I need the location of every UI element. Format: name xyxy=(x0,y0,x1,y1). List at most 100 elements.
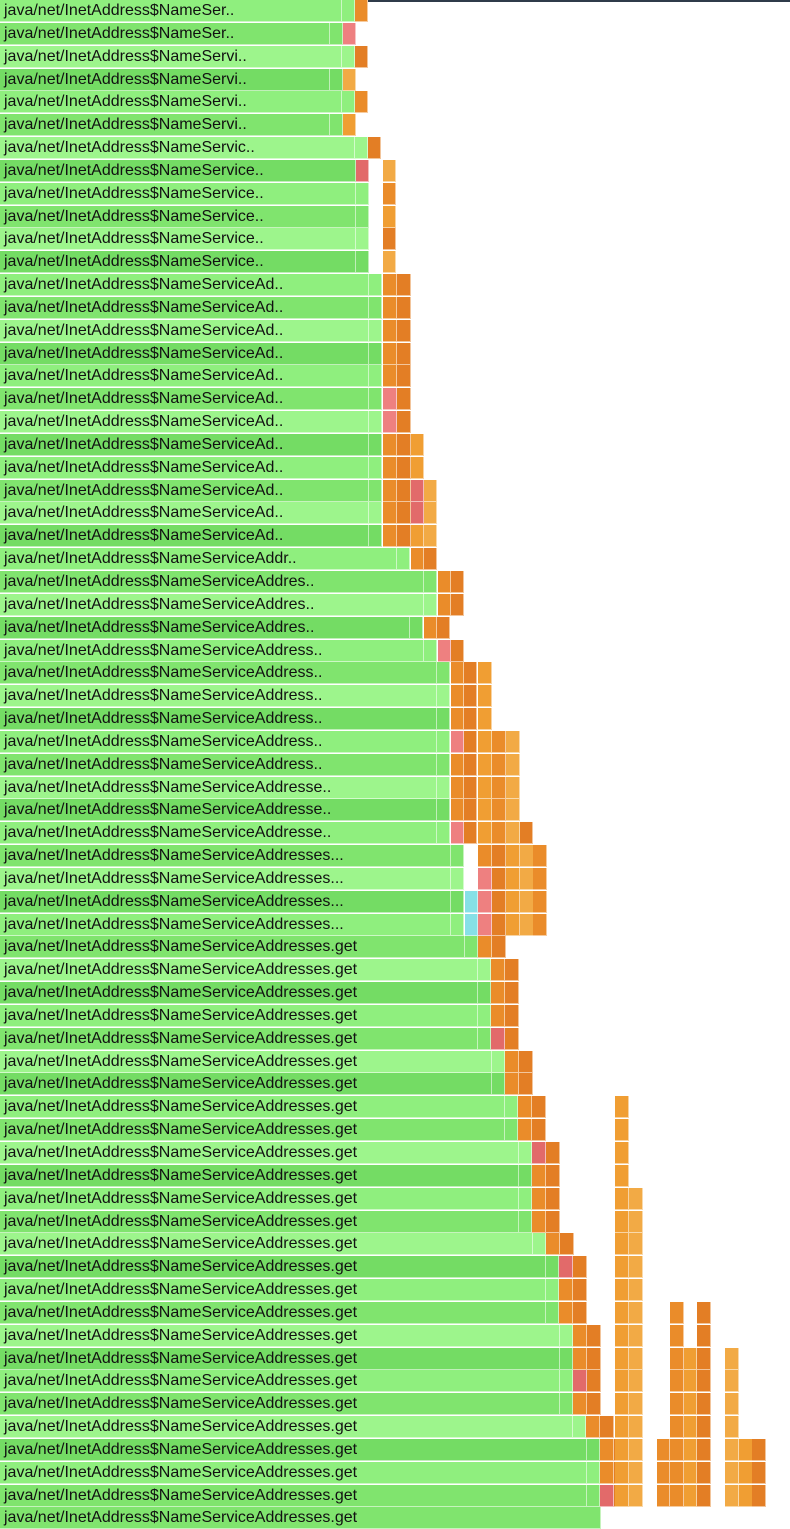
flame-subframe[interactable] xyxy=(368,137,381,160)
flame-subframe[interactable] xyxy=(492,753,506,776)
flame-subframe[interactable] xyxy=(397,365,411,388)
flame-subframe[interactable] xyxy=(383,411,397,434)
flame-subframe[interactable] xyxy=(684,1370,697,1393)
flame-subframe[interactable] xyxy=(532,1210,546,1233)
flame-subframe[interactable] xyxy=(478,845,492,868)
flame-subframe[interactable] xyxy=(464,685,477,708)
flame-frame[interactable]: java/net/InetAddress$NameServiceAd.. xyxy=(0,433,369,456)
flame-subframe[interactable] xyxy=(397,342,411,365)
flame-frame[interactable]: java/net/InetAddress$NameServiceAd.. xyxy=(0,388,369,411)
flame-subframe[interactable] xyxy=(520,890,534,913)
flame-subframe[interactable] xyxy=(587,1370,601,1393)
flame-frame[interactable]: java/net/InetAddress$NameServi.. xyxy=(0,114,330,137)
flame-subframe[interactable] xyxy=(615,1370,629,1393)
flame-frame[interactable]: java/net/InetAddress$NameServiceAd.. xyxy=(0,365,369,388)
flame-subframe[interactable] xyxy=(684,1438,697,1461)
flame-subframe[interactable] xyxy=(411,548,424,571)
flame-frame[interactable]: java/net/InetAddress$NameServi.. xyxy=(0,45,342,68)
flame-subframe[interactable] xyxy=(533,845,547,868)
flame-subframe[interactable] xyxy=(505,1073,519,1096)
flame-subframe[interactable] xyxy=(546,1187,560,1210)
flame-frame[interactable]: java/net/InetAddress$NameServiceAddr.. xyxy=(0,548,397,571)
flame-subframe[interactable] xyxy=(492,1050,505,1073)
flame-frame[interactable]: java/net/InetAddress$NameServiceAddress.… xyxy=(0,685,437,708)
flame-subframe[interactable] xyxy=(520,845,534,868)
flame-subframe[interactable] xyxy=(383,205,396,228)
flame-subframe[interactable] xyxy=(615,1416,629,1439)
flame-subframe[interactable] xyxy=(670,1347,684,1370)
flame-frame[interactable]: java/net/InetAddress$NameServiceAddresse… xyxy=(0,1004,478,1027)
flame-subframe[interactable] xyxy=(506,822,520,845)
flame-subframe[interactable] xyxy=(491,982,505,1005)
flame-subframe[interactable] xyxy=(383,342,397,365)
flame-frame[interactable]: java/net/InetAddress$NameServiceAddresse… xyxy=(0,1210,519,1233)
flame-subframe[interactable] xyxy=(464,822,477,845)
flame-frame[interactable]: java/net/InetAddress$NameSer.. xyxy=(0,0,342,22)
flame-subframe[interactable] xyxy=(739,1438,753,1461)
flame-subframe[interactable] xyxy=(629,1187,643,1210)
flame-subframe[interactable] xyxy=(492,730,506,753)
flame-subframe[interactable] xyxy=(424,525,437,548)
flame-subframe[interactable] xyxy=(383,365,397,388)
flame-subframe[interactable] xyxy=(629,1416,643,1439)
flame-subframe[interactable] xyxy=(615,1301,629,1324)
flame-subframe[interactable] xyxy=(725,1416,739,1439)
flame-subframe[interactable] xyxy=(465,913,478,936)
flame-frame[interactable]: java/net/InetAddress$NameServiceAddresse… xyxy=(0,1370,560,1393)
flame-subframe[interactable] xyxy=(451,799,464,822)
flame-subframe[interactable] xyxy=(343,68,356,91)
flame-subframe[interactable] xyxy=(342,0,355,22)
flame-subframe[interactable] xyxy=(559,1256,573,1279)
flame-subframe[interactable] xyxy=(343,22,356,45)
flame-subframe[interactable] xyxy=(478,913,492,936)
flame-subframe[interactable] xyxy=(383,502,397,525)
flame-frame[interactable]: java/net/InetAddress$NameServiceAddresse… xyxy=(0,1142,519,1164)
flame-subframe[interactable] xyxy=(532,1187,546,1210)
flame-subframe[interactable] xyxy=(355,137,368,160)
flame-subframe[interactable] xyxy=(369,365,382,388)
flame-subframe[interactable] xyxy=(752,1484,766,1507)
flame-subframe[interactable] xyxy=(505,1096,518,1119)
flame-subframe[interactable] xyxy=(478,822,492,845)
flame-subframe[interactable] xyxy=(600,1416,614,1439)
flame-subframe[interactable] xyxy=(411,479,424,502)
flame-frame[interactable]: java/net/InetAddress$NameServiceAddresse… xyxy=(0,1438,587,1461)
flame-frame[interactable]: java/net/InetAddress$NameServiceAddresse… xyxy=(0,1484,587,1507)
flame-frame[interactable]: java/net/InetAddress$NameServiceAd.. xyxy=(0,479,369,502)
flame-subframe[interactable] xyxy=(532,1164,546,1187)
flame-subframe[interactable] xyxy=(670,1484,684,1507)
flame-subframe[interactable] xyxy=(451,593,464,616)
flame-frame[interactable]: java/net/InetAddress$NameServiceAd.. xyxy=(0,502,369,525)
flame-frame[interactable]: java/net/InetAddress$NameServiceAddresse… xyxy=(0,1416,573,1439)
flame-frame[interactable]: java/net/InetAddress$NameServiceAddresse… xyxy=(0,1027,478,1050)
flame-subframe[interactable] xyxy=(383,433,397,456)
flame-subframe[interactable] xyxy=(519,1073,533,1096)
flame-subframe[interactable] xyxy=(670,1324,684,1347)
flame-frame[interactable]: java/net/InetAddress$NameServiceAd.. xyxy=(0,342,369,365)
flame-frame[interactable]: java/net/InetAddress$NameServiceAddresse… xyxy=(0,1050,492,1073)
flame-frame[interactable]: java/net/InetAddress$NameServic.. xyxy=(0,137,355,160)
flame-subframe[interactable] xyxy=(397,479,411,502)
flame-frame[interactable]: java/net/InetAddress$NameServi.. xyxy=(0,91,342,114)
flame-subframe[interactable] xyxy=(478,799,492,822)
flame-subframe[interactable] xyxy=(615,1142,629,1164)
flame-frame[interactable]: java/net/InetAddress$NameServiceAddres.. xyxy=(0,616,410,639)
flame-subframe[interactable] xyxy=(505,1027,519,1050)
flame-subframe[interactable] xyxy=(629,1324,643,1347)
flame-subframe[interactable] xyxy=(437,822,450,845)
flame-subframe[interactable] xyxy=(397,433,411,456)
flame-subframe[interactable] xyxy=(684,1416,697,1439)
flame-subframe[interactable] xyxy=(505,959,519,982)
flame-subframe[interactable] xyxy=(451,822,464,845)
flame-subframe[interactable] xyxy=(451,685,464,708)
flame-subframe[interactable] xyxy=(587,1461,600,1484)
flame-subframe[interactable] xyxy=(451,662,464,685)
flame-subframe[interactable] xyxy=(410,616,423,639)
flame-subframe[interactable] xyxy=(478,982,491,1005)
flame-subframe[interactable] xyxy=(684,1347,697,1370)
flame-subframe[interactable] xyxy=(424,616,437,639)
flame-subframe[interactable] xyxy=(506,730,520,753)
flame-subframe[interactable] xyxy=(573,1370,587,1393)
flame-subframe[interactable] xyxy=(752,1438,766,1461)
flame-subframe[interactable] xyxy=(615,1119,629,1142)
